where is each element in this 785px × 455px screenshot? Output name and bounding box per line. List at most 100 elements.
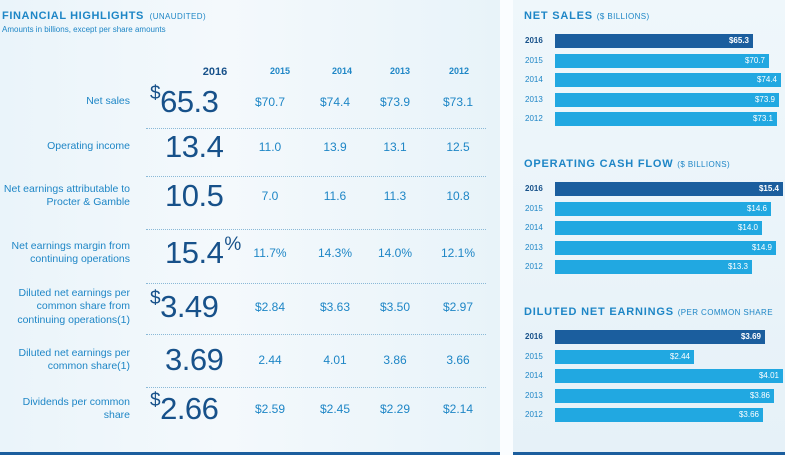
chart-row: $65.3 2016 (519, 33, 785, 49)
chart-bar: $3.86 (555, 388, 774, 403)
chart-title-sub: ($ BILLIONS) (596, 12, 650, 21)
row-current-value: $65.3 (150, 83, 240, 117)
chart-bar: $4.01 (555, 369, 783, 383)
row-prior-value: $73.1 (442, 95, 474, 109)
row-label: Net sales (86, 95, 130, 108)
row-prior-value: 2.44 (258, 353, 282, 367)
row-current-value: 13.4 (165, 131, 255, 162)
bar-value-label: $73.1 (752, 114, 773, 123)
bar-value-label: $14.9 (751, 242, 772, 252)
bar-year-label: 2014 (525, 371, 543, 380)
year-header: 2015 (269, 66, 291, 76)
bar-value-label: $70.7 (744, 55, 765, 65)
bar-year-label: 2012 (525, 262, 543, 271)
chart-bar: $65.3 (555, 34, 753, 48)
chart-row: $3.86 2013 (519, 388, 785, 404)
bar-value-label: $3.66 (738, 410, 759, 419)
bar-value-label: $3.86 (749, 390, 770, 400)
bar-value-label: $2.44 (669, 351, 690, 361)
bar-value-label: $73.9 (754, 94, 775, 104)
chart-bar: $15.4 (555, 182, 783, 196)
bar-value-label: $3.69 (740, 332, 761, 341)
chart-bar: $13.3 (555, 260, 752, 274)
chart-row: $74.4 2014 (519, 72, 785, 88)
bar-value-label: $14.6 (746, 203, 767, 213)
chart-row: $15.4 2016 (519, 181, 785, 197)
row-current-value: $3.49 (150, 288, 240, 322)
currency-symbol: $ (150, 390, 161, 411)
chart-row: $4.01 2014 (519, 368, 785, 384)
bar-year-label: 2015 (525, 203, 543, 213)
row-prior-value: 12.1% (440, 246, 476, 260)
bar-value-label: $4.01 (758, 371, 779, 380)
year-header: 2013 (389, 66, 411, 76)
row-prior-value: 11.6 (323, 189, 347, 203)
chart-bar: $74.4 (555, 73, 781, 87)
bar-year-label: 2014 (525, 75, 543, 84)
currency-symbol: $ (150, 83, 161, 104)
row-current-value: 3.69 (165, 344, 255, 375)
chart-row: $14.6 2015 (519, 201, 785, 217)
bar-year-label: 2013 (525, 242, 543, 252)
chart-row: $2.44 2015 (519, 349, 785, 365)
chart-row: $70.7 2015 (519, 53, 785, 69)
row-label: Net earnings attributable to Procter & G… (3, 182, 130, 209)
year-header: 2014 (331, 66, 353, 76)
row-label: Dividends per common share (22, 395, 130, 422)
bar-year-label: 2015 (525, 55, 543, 65)
row-prior-value: 4.01 (323, 353, 347, 367)
chart-row: $73.9 2013 (519, 92, 785, 108)
chart-title: NET SALES ($ BILLIONS) (524, 10, 650, 22)
bar-year-label: 2012 (525, 114, 543, 123)
chart-title-sub: ($ BILLIONS) (677, 160, 731, 169)
year-header: 2012 (448, 66, 470, 76)
chart-row: $14.0 2014 (519, 220, 785, 236)
chart-bar: $73.1 (555, 112, 777, 126)
value-number: 13.4 (165, 129, 224, 164)
chart-title-text: DILUTED NET EARNINGS (524, 306, 678, 318)
percent-sign: % (224, 234, 241, 255)
row-current-value: 10.5 (165, 180, 255, 211)
chart-row: $14.9 2013 (519, 240, 785, 256)
row-prior-value: 11.3 (383, 189, 407, 203)
row-prior-value: 11.7% (253, 246, 287, 260)
chart-row: $3.69 2016 (519, 329, 785, 345)
row-current-value: $2.66 (150, 390, 240, 426)
row-prior-value: $2.45 (319, 402, 351, 416)
chart-title-sub: (PER COMMON SHARE (677, 308, 773, 317)
chart-bar: $14.0 (555, 221, 762, 235)
row-prior-value: 3.66 (446, 353, 470, 367)
row-prior-value: $2.97 (442, 300, 474, 314)
chart-row: $13.3 2012 (519, 259, 785, 275)
chart-bar: $3.69 (555, 330, 765, 344)
highlights-subtitle: Amounts in billions, except per share am… (2, 25, 166, 34)
row-label: Operating income (47, 140, 130, 153)
row-prior-value: $2.29 (379, 402, 411, 416)
row-prior-value: $74.4 (319, 95, 351, 109)
highlights-title-sub: (UNAUDITED) (149, 12, 207, 21)
currency-symbol: $ (150, 288, 161, 309)
row-prior-value: 7.0 (261, 189, 279, 203)
row-label: Net earnings margin from continuing oper… (11, 239, 130, 266)
highlights-title: FINANCIAL HIGHLIGHTS (UNAUDITED) (2, 10, 206, 22)
bar-value-label: $15.4 (758, 184, 779, 193)
row-prior-value: $2.59 (254, 402, 286, 416)
bar-value-label: $65.3 (728, 36, 749, 45)
row-prior-value: 14.0% (377, 246, 413, 260)
row-separator (146, 176, 486, 177)
bar-year-label: 2013 (525, 94, 543, 104)
row-prior-value: $2.14 (442, 402, 474, 416)
bar-year-label: 2014 (525, 223, 543, 232)
value-number: 2.66 (160, 391, 219, 426)
row-prior-value: 10.8 (446, 189, 470, 203)
bottom-rule-right (513, 452, 785, 455)
chart-row: $73.1 2012 (519, 111, 785, 127)
chart-bar: $14.9 (555, 240, 776, 255)
row-label: Diluted net earnings per common share(1) (18, 346, 131, 373)
row-prior-value: 13.1 (383, 140, 407, 154)
bar-value-label: $13.3 (727, 262, 748, 271)
row-prior-value: $2.84 (254, 300, 286, 314)
chart-bar: $2.44 (555, 349, 694, 364)
bar-year-label: 2016 (525, 36, 543, 45)
row-prior-value: $70.7 (254, 95, 286, 109)
